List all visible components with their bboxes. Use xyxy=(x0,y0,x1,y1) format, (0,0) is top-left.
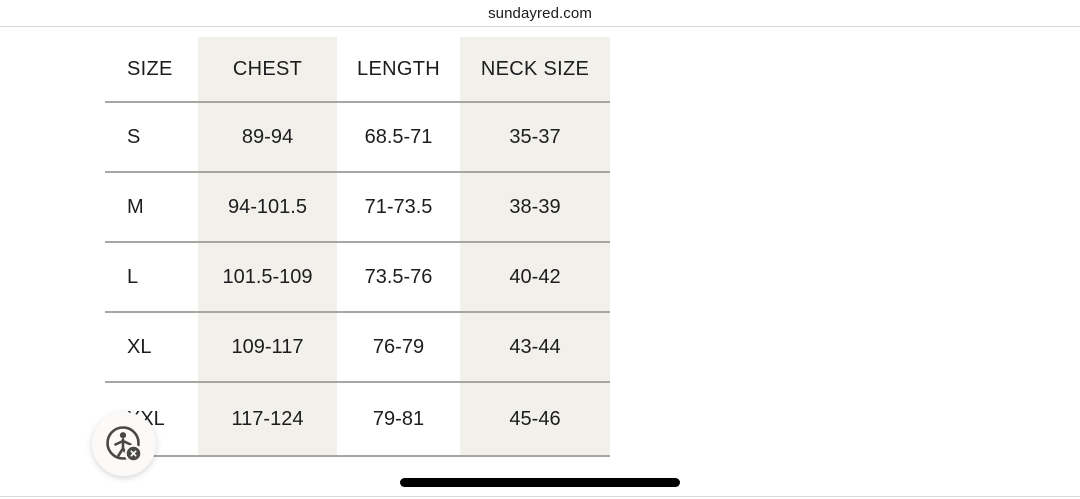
chest-cell: 109-117 xyxy=(198,313,337,383)
length-cell: 71-73.5 xyxy=(337,173,460,243)
size-chart-table: SIZE CHEST LENGTH NECK SIZE S 89-94 68.5… xyxy=(105,37,610,457)
browser-address-bar[interactable]: sundayred.com xyxy=(0,0,1080,27)
close-icon xyxy=(126,446,141,461)
size-cell: XL xyxy=(105,313,198,383)
column-header-chest: CHEST xyxy=(198,37,337,103)
column-header-neck-size: NECK SIZE xyxy=(460,37,610,103)
accessibility-widget-button[interactable] xyxy=(92,412,156,476)
size-cell: M xyxy=(105,173,198,243)
size-cell: L xyxy=(105,243,198,313)
length-cell: 76-79 xyxy=(337,313,460,383)
length-cell: 79-81 xyxy=(337,383,460,457)
column-header-length: LENGTH xyxy=(337,37,460,103)
chest-cell: 94-101.5 xyxy=(198,173,337,243)
neck-cell: 35-37 xyxy=(460,103,610,173)
accessibility-icon xyxy=(106,426,143,463)
page-url[interactable]: sundayred.com xyxy=(488,4,592,22)
neck-cell: 43-44 xyxy=(460,313,610,383)
length-cell: 73.5-76 xyxy=(337,243,460,313)
neck-cell: 45-46 xyxy=(460,383,610,457)
neck-cell: 40-42 xyxy=(460,243,610,313)
length-cell: 68.5-71 xyxy=(337,103,460,173)
column-header-size: SIZE xyxy=(105,37,198,103)
chest-cell: 117-124 xyxy=(198,383,337,457)
chest-cell: 89-94 xyxy=(198,103,337,173)
home-indicator[interactable] xyxy=(400,478,680,487)
chest-cell: 101.5-109 xyxy=(198,243,337,313)
size-cell: S xyxy=(105,103,198,173)
neck-cell: 38-39 xyxy=(460,173,610,243)
bottom-divider xyxy=(0,496,1080,497)
